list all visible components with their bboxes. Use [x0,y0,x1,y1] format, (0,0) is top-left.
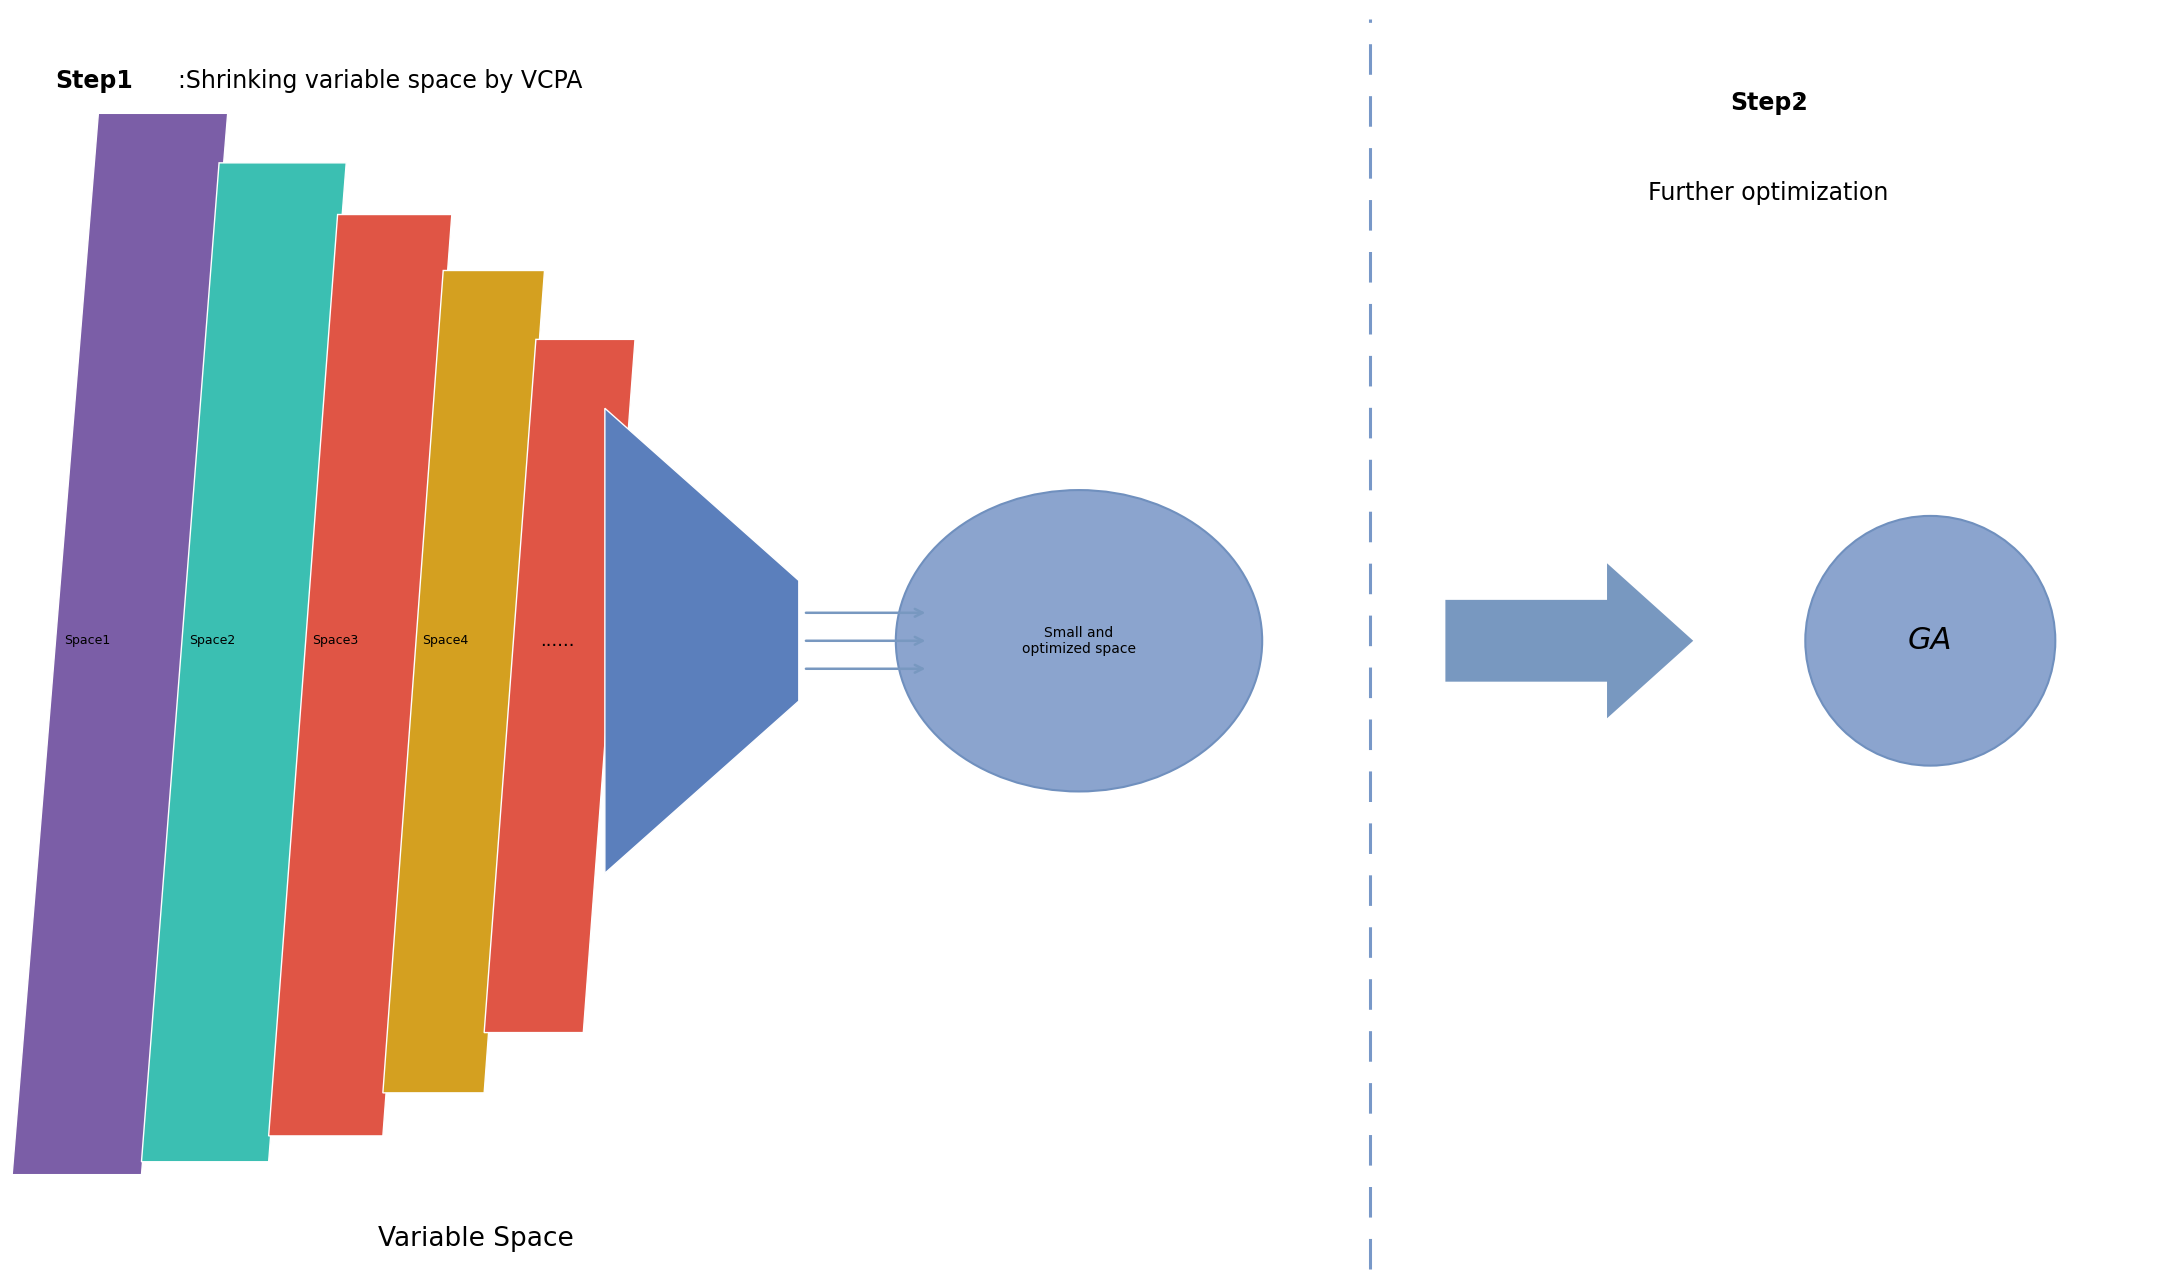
Text: Space4: Space4 [421,634,468,648]
Text: Space1: Space1 [65,634,110,648]
Text: GA: GA [1908,626,1953,656]
Text: Step2: Step2 [1731,90,1808,115]
Text: Further optimization: Further optimization [1649,182,1888,205]
Polygon shape [483,339,634,1033]
Text: :Shrinking variable space by VCPA: :Shrinking variable space by VCPA [179,70,583,93]
Polygon shape [604,408,798,873]
Text: Variable Space: Variable Space [378,1226,574,1252]
Ellipse shape [1806,516,2054,765]
Text: ......: ...... [540,632,574,649]
Ellipse shape [896,489,1262,791]
Polygon shape [13,113,229,1175]
Polygon shape [268,215,451,1136]
Text: Small and
optimized space: Small and optimized space [1023,626,1135,656]
Text: Space3: Space3 [311,634,358,648]
Text: :: : [1795,90,1802,115]
Polygon shape [142,162,345,1162]
Text: Step1: Step1 [56,70,134,93]
FancyArrow shape [1446,563,1694,719]
Text: Space2: Space2 [190,634,235,648]
Polygon shape [382,270,544,1092]
